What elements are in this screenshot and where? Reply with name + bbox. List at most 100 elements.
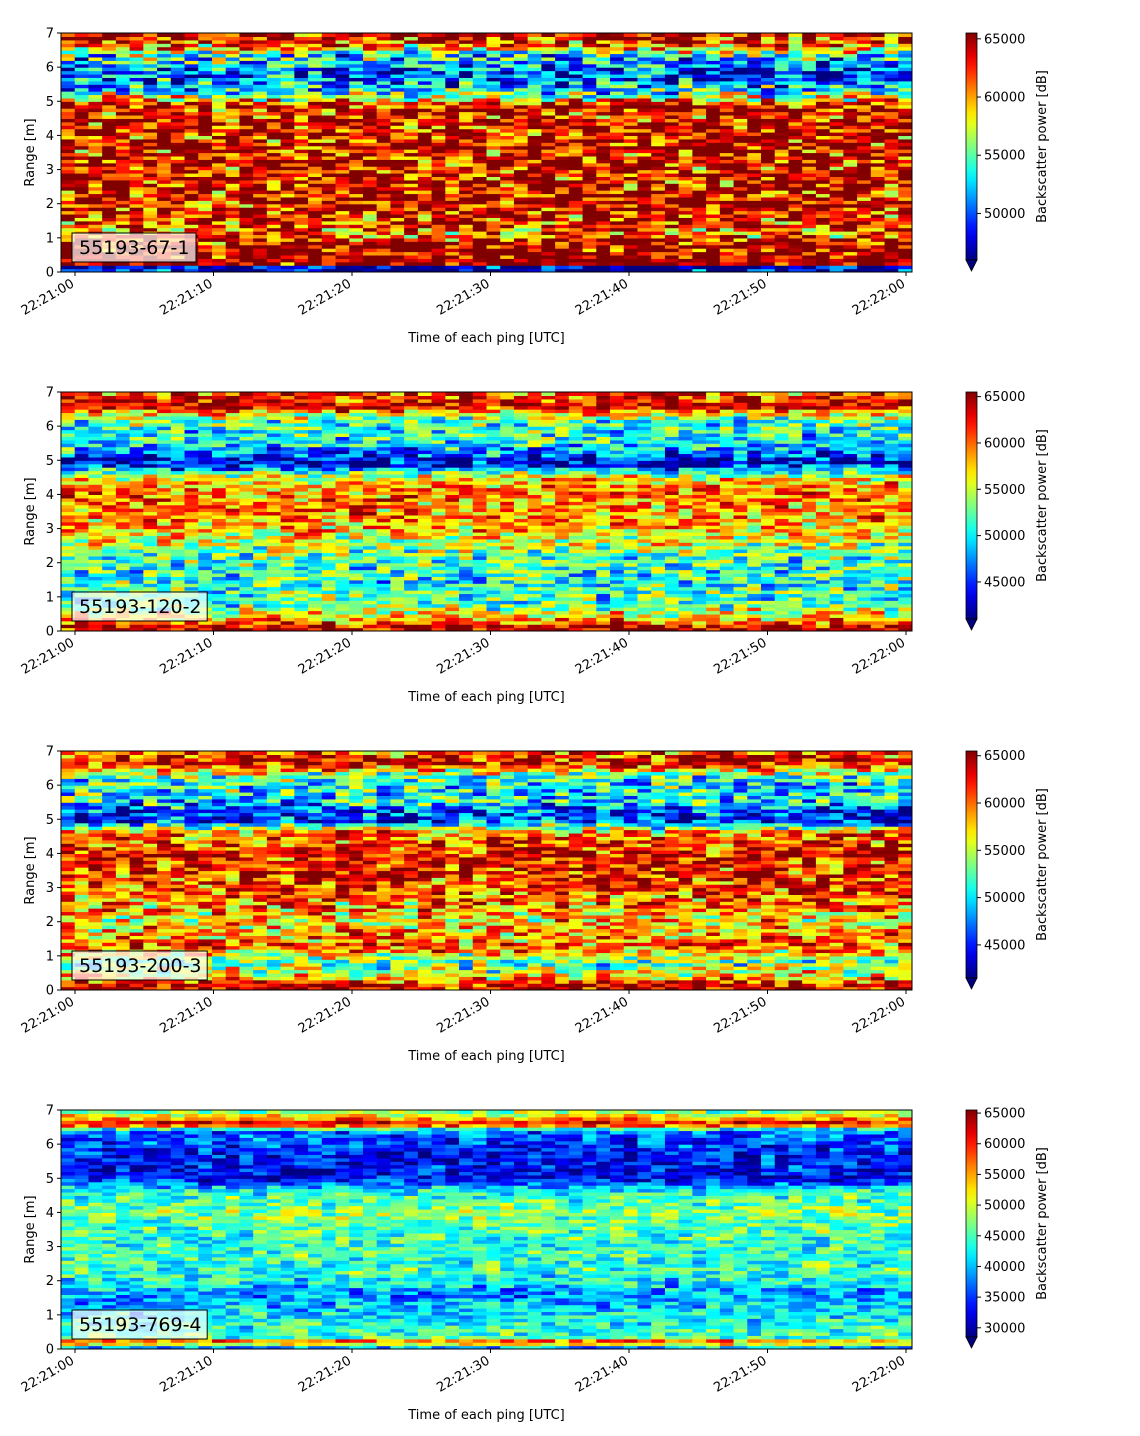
heatmap-cell	[582, 176, 597, 181]
heatmap-cell	[513, 77, 529, 82]
heatmap-cell	[445, 84, 460, 89]
heatmap-cell	[157, 398, 172, 403]
heatmap-cell	[637, 94, 652, 99]
heatmap-cell	[390, 200, 405, 205]
heatmap-cell	[198, 169, 213, 174]
heatmap-cell	[555, 268, 570, 272]
heatmap-cell	[486, 128, 501, 133]
heatmap-cell	[170, 33, 186, 38]
heatmap-cell	[637, 114, 652, 119]
heatmap-cell	[404, 224, 419, 229]
heatmap-cell	[472, 67, 488, 72]
heatmap-cell	[61, 419, 76, 424]
heatmap-cell	[541, 237, 556, 242]
heatmap-cell	[294, 254, 309, 259]
heatmap-cell	[431, 179, 446, 184]
heatmap-cell	[225, 43, 241, 48]
heatmap-cell	[280, 190, 295, 195]
heatmap-cell	[829, 80, 844, 85]
heatmap-cell	[788, 200, 803, 205]
heatmap-cell	[266, 63, 282, 68]
heatmap-cell	[74, 463, 90, 468]
heatmap-cell	[761, 258, 776, 263]
heatmap-cell	[170, 480, 186, 485]
heatmap-cell	[362, 135, 378, 140]
heatmap-cell	[321, 190, 337, 195]
heatmap-cell	[115, 46, 131, 51]
heatmap-cell	[266, 234, 282, 239]
heatmap-cell	[898, 121, 912, 126]
heatmap-cell	[74, 555, 90, 560]
heatmap-cell	[500, 217, 515, 222]
heatmap-cell	[335, 77, 350, 82]
heatmap-cell	[129, 63, 144, 68]
heatmap-cell	[706, 46, 721, 51]
heatmap-cell	[417, 155, 433, 160]
heatmap-cell	[486, 132, 501, 137]
heatmap-cell	[637, 97, 652, 102]
heatmap-cell	[870, 132, 886, 137]
heatmap-cell	[761, 114, 776, 119]
heatmap-cell	[321, 176, 337, 181]
heatmap-cell	[170, 210, 186, 215]
heatmap-cell	[184, 149, 199, 154]
heatmap-cell	[157, 415, 172, 420]
heatmap-cell	[829, 217, 844, 222]
heatmap-cell	[74, 138, 90, 143]
heatmap-cell	[129, 118, 144, 123]
heatmap-cell	[829, 176, 844, 181]
heatmap-cell	[527, 193, 543, 198]
heatmap-cell	[225, 231, 241, 236]
heatmap-cell	[170, 261, 186, 266]
heatmap-cell	[774, 200, 790, 205]
heatmap-cell	[651, 183, 666, 188]
heatmap-cell	[719, 169, 735, 174]
heatmap-cell	[239, 190, 254, 195]
heatmap-cell	[692, 91, 707, 96]
heatmap-cell	[88, 46, 103, 51]
heatmap-cell	[308, 125, 323, 130]
heatmap-cell	[802, 251, 817, 256]
heatmap-cell	[788, 43, 803, 48]
heatmap-cell	[555, 36, 570, 41]
heatmap-cell	[486, 63, 501, 68]
heatmap-cell	[623, 87, 639, 92]
heatmap-cell	[568, 43, 584, 48]
heatmap-cell	[321, 101, 337, 106]
heatmap-cell	[596, 258, 611, 263]
heatmap-cell	[61, 552, 76, 557]
heatmap-cell	[884, 210, 899, 215]
heatmap-cell	[184, 60, 199, 65]
heatmap-cell	[184, 132, 199, 137]
heatmap-cell	[678, 265, 693, 270]
heatmap-cell	[802, 169, 817, 174]
heatmap-cell	[664, 217, 680, 222]
heatmap-cell	[513, 142, 529, 147]
heatmap-cell	[143, 426, 158, 431]
heatmap-cell	[857, 84, 872, 89]
heatmap-cell	[143, 398, 158, 403]
heatmap-cell	[459, 159, 474, 164]
heatmap-cell	[376, 196, 392, 201]
heatmap-cell	[170, 542, 186, 547]
heatmap-cell	[472, 63, 488, 68]
heatmap-cell	[294, 213, 309, 218]
heatmap-cell	[815, 193, 831, 198]
heatmap-cell	[280, 241, 295, 246]
heatmap-cell	[211, 227, 227, 232]
heatmap-cell	[294, 149, 309, 154]
heatmap-cell	[115, 545, 131, 550]
heatmap-cell	[788, 220, 803, 225]
heatmap-cell	[692, 241, 707, 246]
heatmap-cell	[266, 254, 282, 259]
heatmap-cell	[115, 491, 131, 496]
heatmap-cell	[472, 179, 488, 184]
heatmap-cell	[582, 186, 597, 191]
heatmap-cell	[774, 135, 790, 140]
heatmap-cell	[527, 145, 543, 150]
heatmap-cell	[362, 142, 378, 147]
heatmap-cell	[774, 97, 790, 102]
heatmap-cell	[513, 179, 529, 184]
heatmap-cell	[527, 237, 543, 242]
heatmap-cell	[610, 169, 625, 174]
